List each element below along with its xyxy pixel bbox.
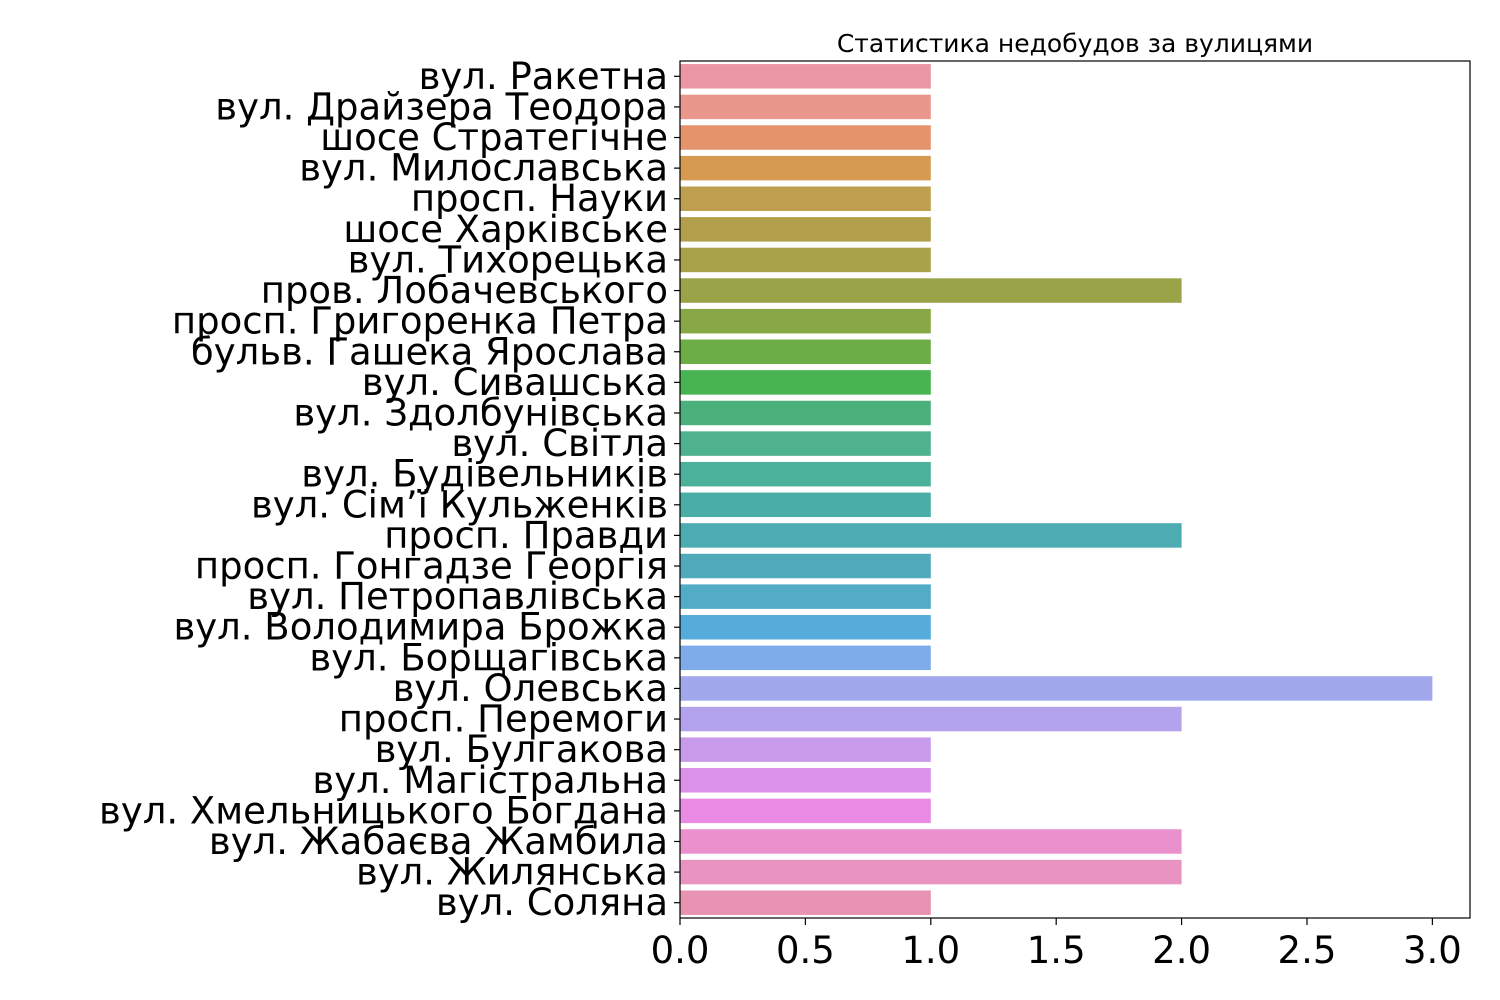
bar [680,64,931,89]
bar [680,859,1182,885]
x-tick-label: 1.0 [901,929,960,972]
bar [680,676,1433,701]
y-tick-label: вул. Володимира Брожка [173,606,668,649]
bar [680,461,931,487]
x-tick-label: 2.5 [1278,929,1337,972]
bar [680,125,931,150]
x-tick-label: 1.5 [1027,929,1086,972]
bar [680,400,931,426]
y-tick-label: вул. Петропавлівська [247,575,668,618]
y-tick-label: вул. Сивашська [362,361,668,404]
bar [680,186,931,211]
y-tick-label: просп. Науки [411,177,668,220]
y-tick-label: вул. Милославська [299,147,668,190]
bar [680,768,931,793]
x-tick-label: 0.5 [776,929,835,972]
y-tick-label: вул. Драйзера Теодора [215,85,668,128]
y-tick-label: вул. Будівельників [301,453,668,496]
y-tick-label: бульв. Гашека Ярослава [191,330,668,373]
bar [680,278,1182,303]
bar [680,614,931,640]
y-tick-label: шосе Харківське [343,208,668,251]
bars-group [680,64,1433,915]
y-tick-label: вул. Олевська [393,667,668,710]
y-tick-label: шосе Стратегічне [320,116,668,159]
y-tick-label: вул. Соляна [436,881,668,924]
y-tick-label: просп. Гонгадзе Георгія [195,545,668,588]
y-tick-label: вул. Хмельницького Богдана [99,789,668,832]
bar [680,523,1182,548]
plot-frame [679,60,1471,919]
bar [680,217,931,242]
y-tick-label: просп. Правди [384,514,668,557]
bar [680,737,931,762]
x-tick-label: 2.0 [1152,929,1211,972]
bar [680,308,931,334]
bar [680,829,1182,854]
bar [680,339,931,365]
chart-title: Статистика недобудов за вулицями [837,29,1313,58]
y-tick-label: вул. Здолбунівська [293,391,668,434]
y-tick-label: вул. Жабаєва Жамбила [209,820,668,863]
y-tick-label: вул. Світла [451,422,668,465]
bar [680,492,931,518]
y-tick-label: вул. Магістральна [312,759,668,802]
bar [680,431,931,456]
y-tick-label: вул. Булгакова [375,728,668,771]
bar [680,370,931,395]
bar [680,553,931,579]
y-tick-label: вул. Борщагівська [309,636,668,679]
bar [680,798,931,824]
x-axis-ticks: 0.0 0.5 1.0 1.5 2.0 2.5 3.0 [651,918,1462,972]
bar [680,247,931,273]
bar [680,94,931,120]
x-tick-label: 3.0 [1403,929,1462,972]
y-tick-label: просп. Перемоги [339,698,668,741]
bar [680,155,931,181]
x-tick-label: 0.0 [651,929,710,972]
bar [680,645,931,671]
y-tick-label: вул. Ракетна [419,55,668,98]
bar [680,706,1182,732]
y-tick-label: пров. Лобачевського [261,269,668,312]
y-tick-label: просп. Григоренка Петра [172,300,668,343]
y-tick-label: вул. Тихорецька [348,238,668,281]
y-tick-label: вул. Жилянська [356,851,668,894]
bar [680,584,931,609]
bar [680,890,931,915]
y-tick-label: вул. Сім’ї Кульженків [251,483,668,526]
